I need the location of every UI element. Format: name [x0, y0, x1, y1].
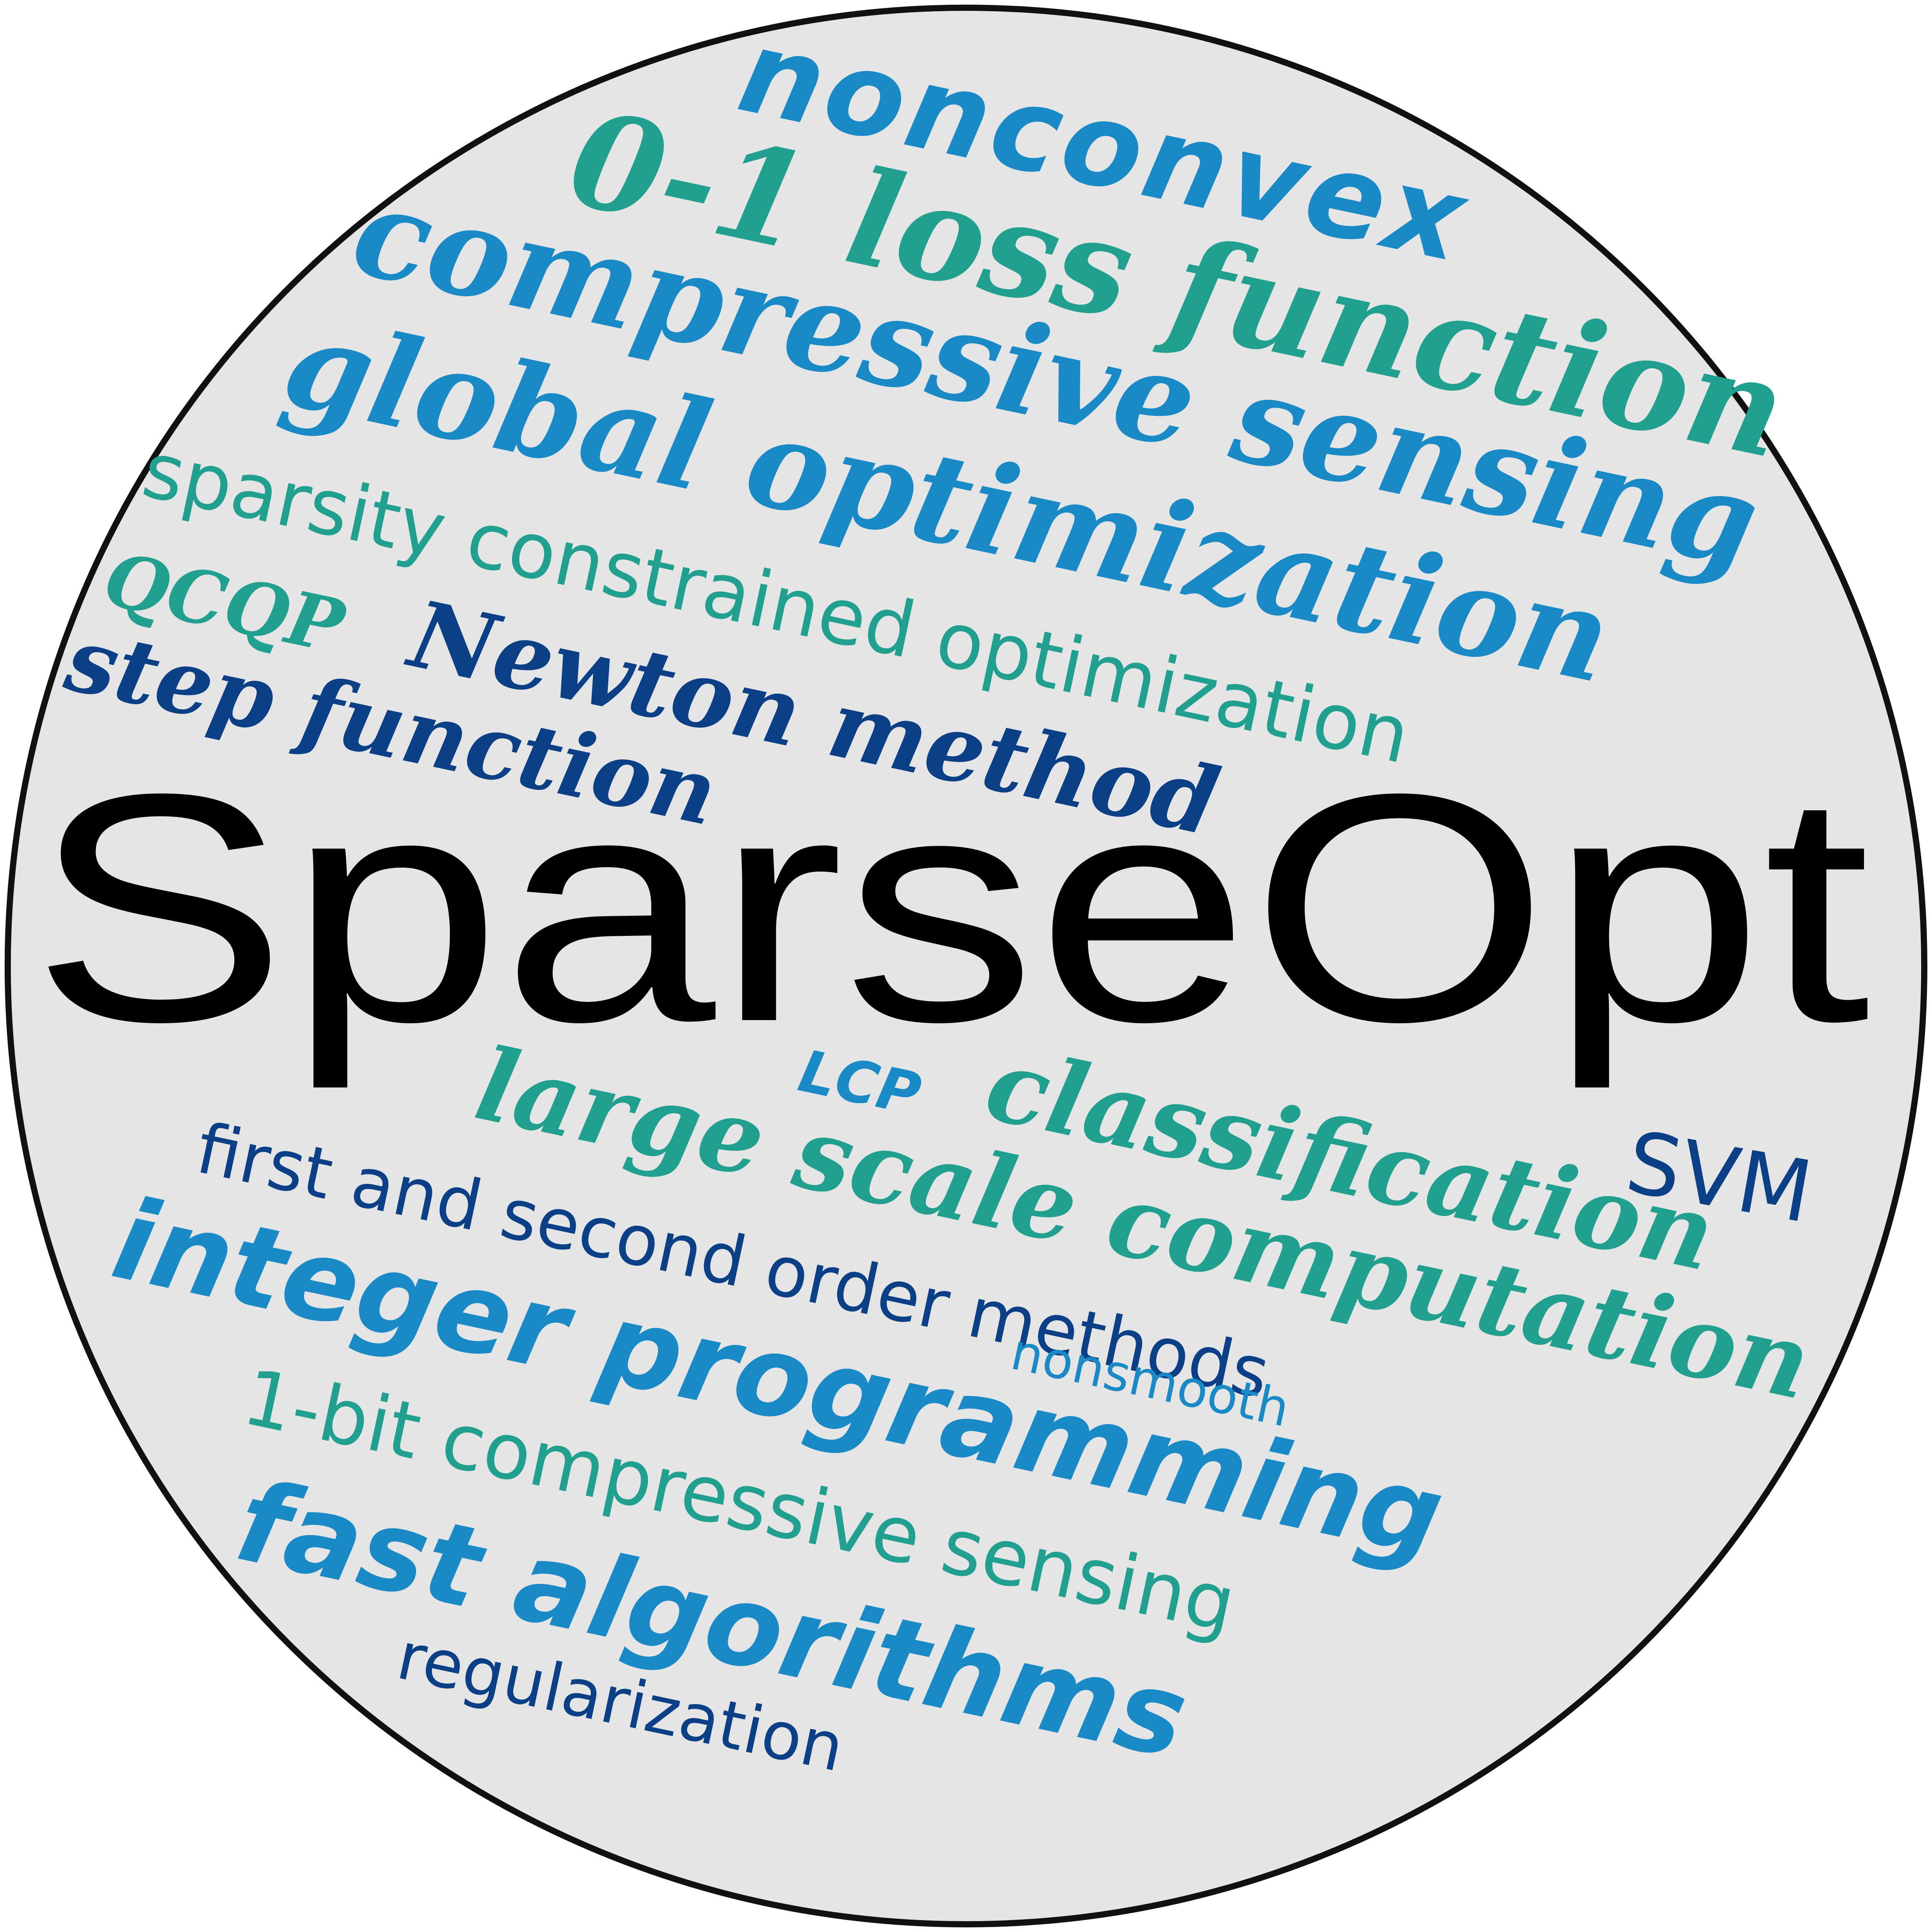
background-circle: [5, 5, 1927, 1927]
word-sparseopt: SparseOpt: [31, 727, 1871, 1091]
